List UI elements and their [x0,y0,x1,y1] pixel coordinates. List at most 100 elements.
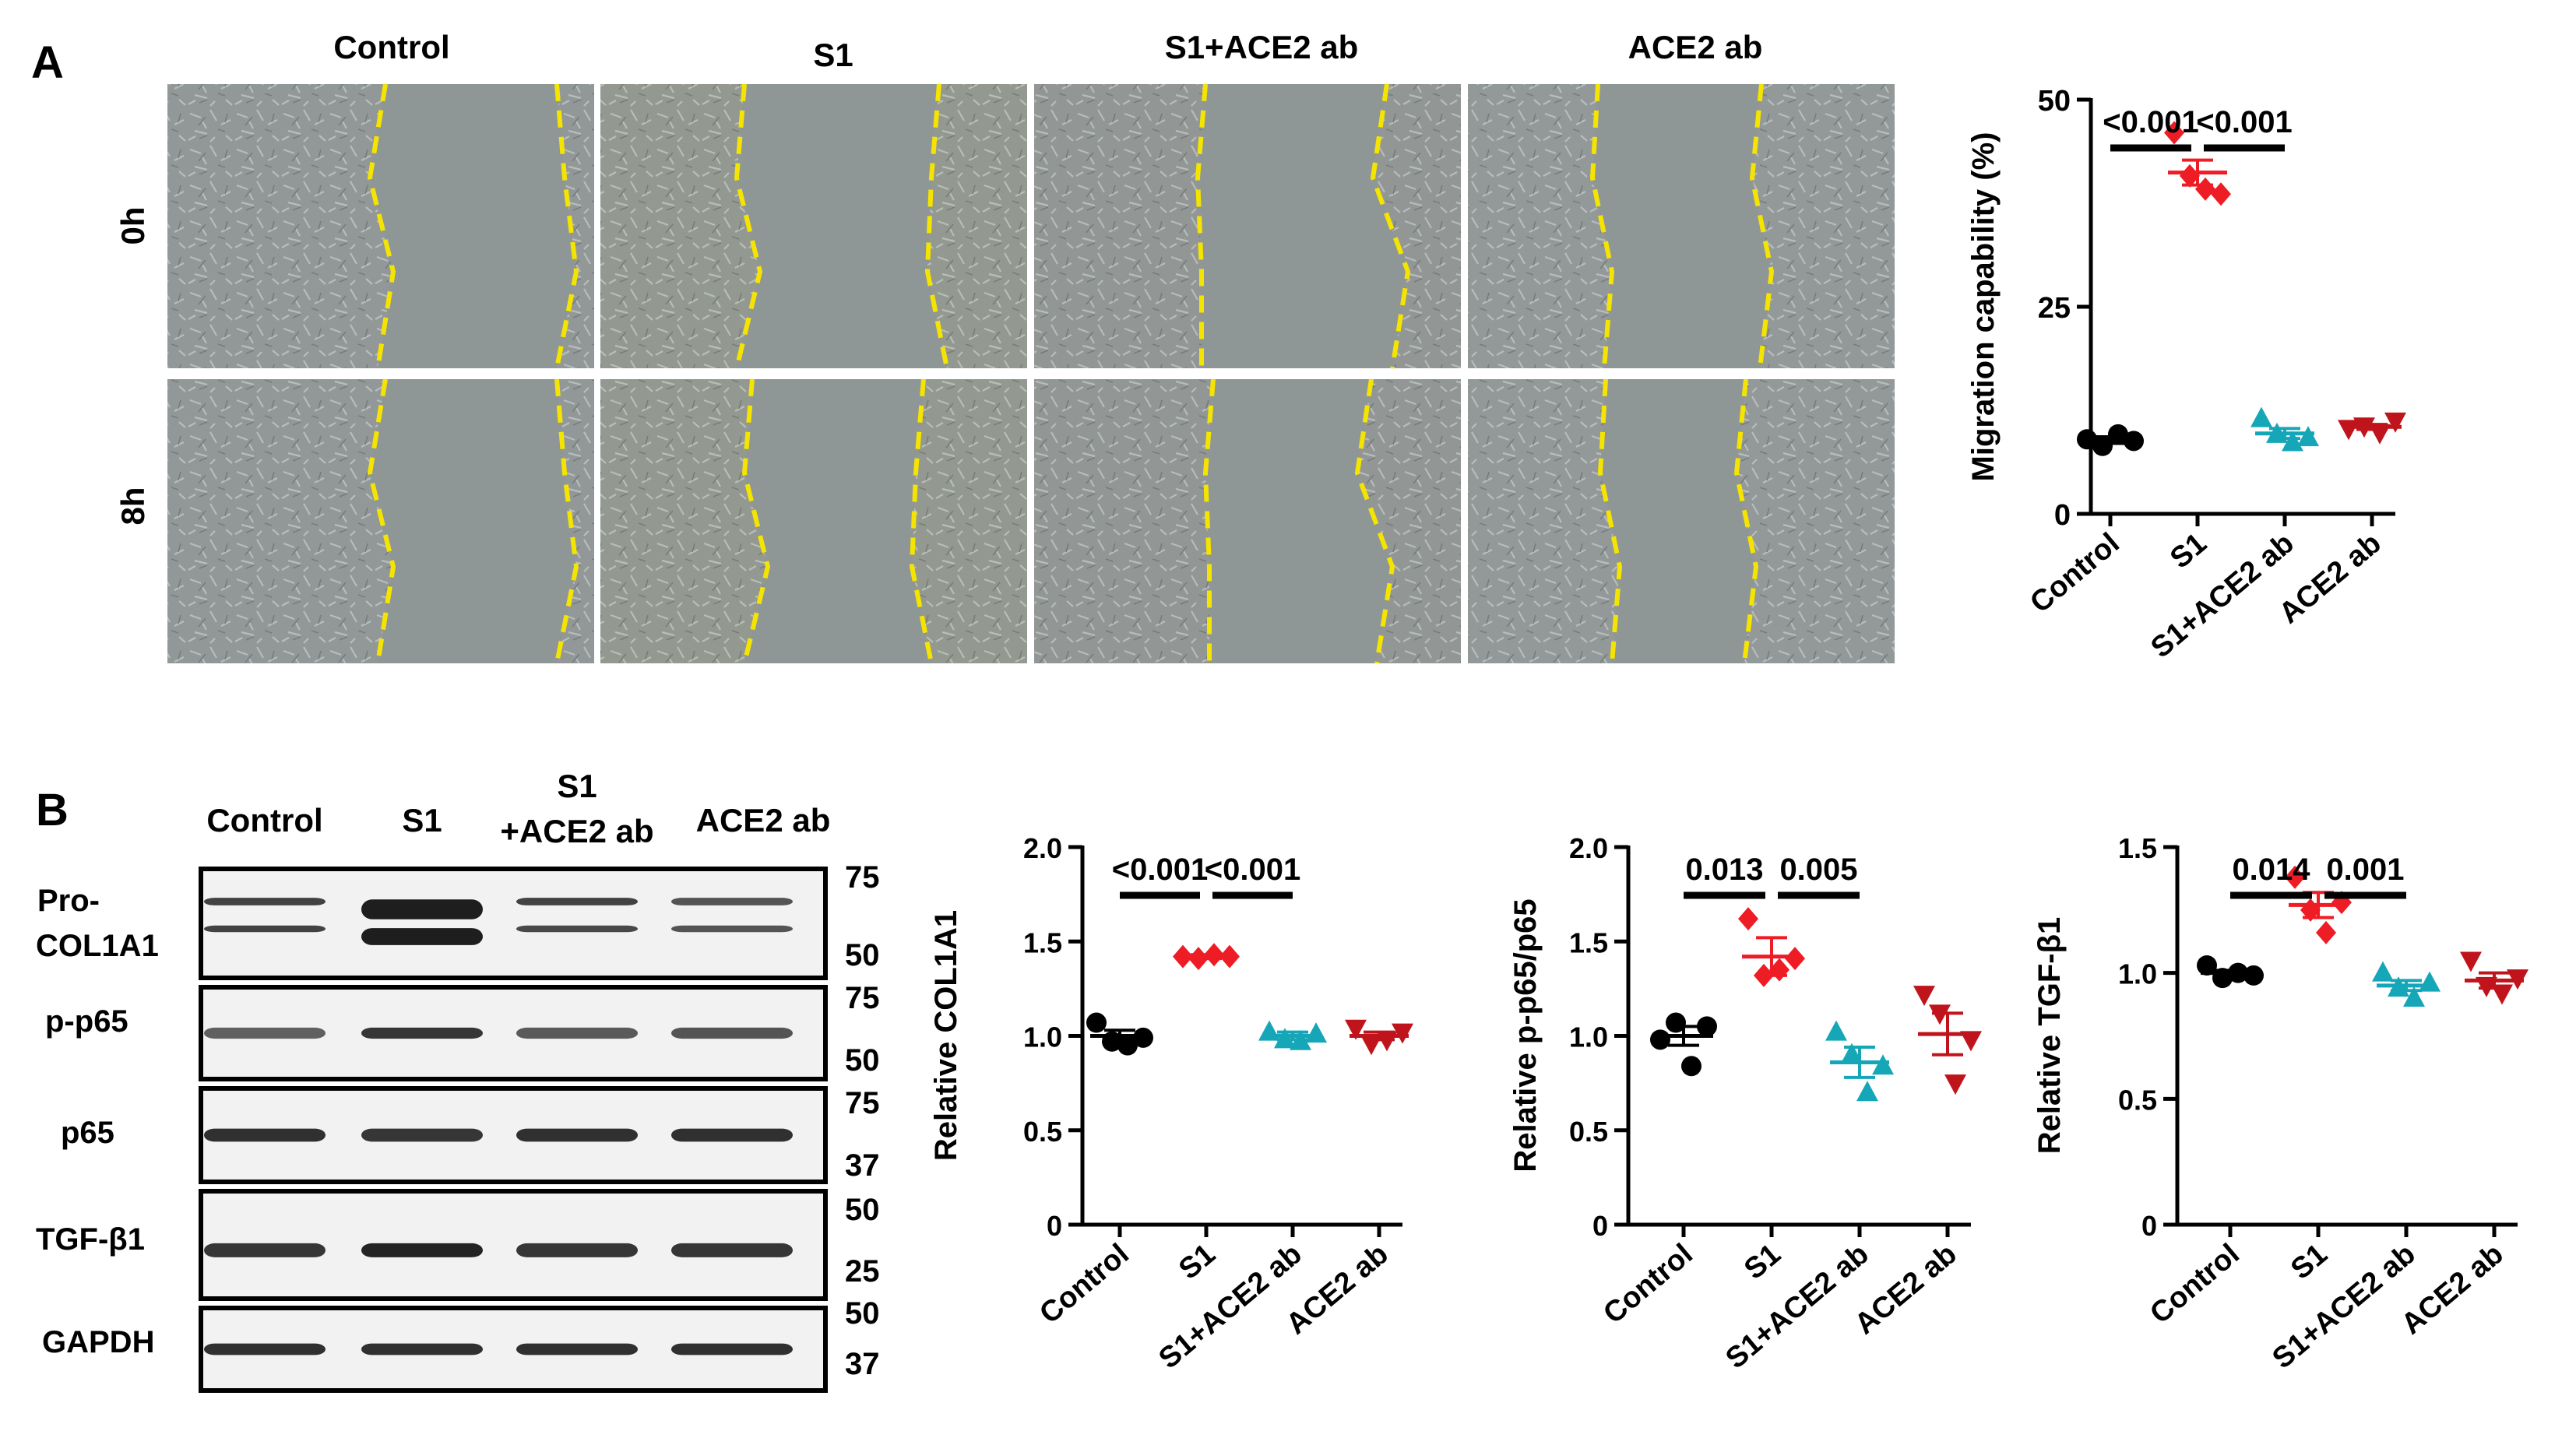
data-point [1697,1016,1717,1037]
data-point [2197,955,2217,976]
micrograph-0-0 [167,83,594,369]
data-point [2460,951,2482,972]
series-3 [2338,412,2406,445]
micrograph-0-2 [1034,83,1461,369]
data-point [2297,426,2319,447]
y-tick-label: 0 [2054,499,2071,532]
wound-edge-right [924,83,949,369]
wound-edge-right [909,378,934,664]
wound-edge-right [554,378,579,664]
series-1 [2164,121,2231,206]
panel-a-letter: A [31,37,64,88]
wound-gap [370,84,576,368]
series-2 [1825,1020,1894,1102]
blot-col-s1-ace2ab-line2: +ACE2 ab [500,813,653,849]
y-tick-label: 1.5 [1023,926,1062,958]
marker-50-a: 50 [845,938,880,972]
blot-label-tgfb1: TGF-β1 [36,1222,145,1257]
wound-gap [1198,84,1408,368]
data-point [2316,920,2336,944]
blot-label-p65: p65 [61,1116,114,1150]
x-tick-label: S1 [1173,1238,1222,1286]
blot-band [204,925,326,933]
data-point [2211,182,2231,206]
y-tick-label: 2.0 [1023,832,1062,864]
x-tick-label: S1 [2164,527,2213,575]
micrograph-1-2 [1034,378,1461,664]
data-point [1681,1056,1701,1077]
blot-box-0 [199,867,828,980]
blot-band [361,1343,483,1355]
data-point [2338,420,2360,441]
blot-band [204,1128,326,1142]
p-value-label: 0.005 [1779,853,1857,887]
x-tick-label: Control [1033,1238,1135,1331]
blot-band [204,898,326,905]
y-axis-label: Relative p-p65/p65 [1508,898,1543,1172]
blot-box-4 [199,1306,828,1393]
y-tick-label: 50 [2038,85,2071,118]
row-label-0h: 0h [114,206,151,244]
micrograph-0-3 [1468,83,1895,369]
wound-gap [370,379,576,663]
p-value-label: 0.001 [2326,853,2404,887]
x-tick-label: Control [1597,1238,1698,1331]
blot-col-ace2ab: ACE2 ab [696,802,831,839]
series-2 [2372,961,2441,1007]
data-point [1913,986,1935,1007]
p-value-label: <0.001 [1112,853,1208,887]
blot-band [204,1027,326,1039]
blot-col-control: Control [206,802,322,839]
series-1 [2285,865,2352,944]
series-0 [2077,424,2144,456]
blot-band [516,1128,638,1142]
blot-label-col1a1: COL1A1 [36,929,159,963]
data-point [2403,986,2425,1007]
col-label-control: Control [333,29,449,65]
x-tick-label: Control [2024,527,2125,620]
blot-band [671,898,793,905]
scratch-assay-micrographs [167,83,1895,664]
data-point [1825,1020,1847,1041]
blot-band [204,1243,326,1257]
blot-band [671,1343,793,1355]
marker-50-d: 50 [845,1193,880,1227]
p-value-label: <0.001 [1205,853,1300,887]
series-3 [2460,951,2528,1005]
y-tick-label: 0 [1047,1210,1062,1242]
blot-band [361,899,483,919]
data-point [1841,1042,1863,1064]
series-3 [1913,986,1982,1095]
data-point [2384,412,2406,433]
blot-band [361,1243,483,1257]
y-tick-label: 1.0 [1023,1021,1062,1053]
data-point [2195,177,2215,201]
blot-box-1 [199,985,828,1081]
panel-b-letter: B [36,785,69,835]
marker-75-b: 75 [845,981,880,1015]
data-point [1345,1019,1367,1040]
blot-label-gapdh: GAPDH [42,1325,154,1359]
panel-a-column-labels: Control S1 S1+ACE2 ab ACE2 ab [333,29,1762,73]
blot-band [204,1343,326,1355]
data-point [1650,1029,1670,1050]
western-blot-images [199,867,828,1393]
micrograph-1-1 [600,378,1027,664]
data-point [1944,1074,1966,1095]
data-point [1738,907,1758,931]
y-axis-label: Migration capability (%) [1966,132,2001,482]
data-point [1305,1022,1327,1043]
row-label-8h: 8h [114,487,151,525]
marker-37-e: 37 [845,1347,880,1381]
blot-band [361,1027,483,1039]
data-point [1872,1054,1894,1075]
p-value-label: <0.001 [2196,105,2292,139]
series-0 [1086,1012,1153,1056]
wound-edge-right [1749,83,1775,369]
data-point [2164,121,2184,145]
series-3 [1345,1019,1413,1056]
data-point [1086,1012,1107,1033]
wound-edge-right [1733,378,1759,664]
y-tick-label: 0.5 [1023,1116,1062,1148]
